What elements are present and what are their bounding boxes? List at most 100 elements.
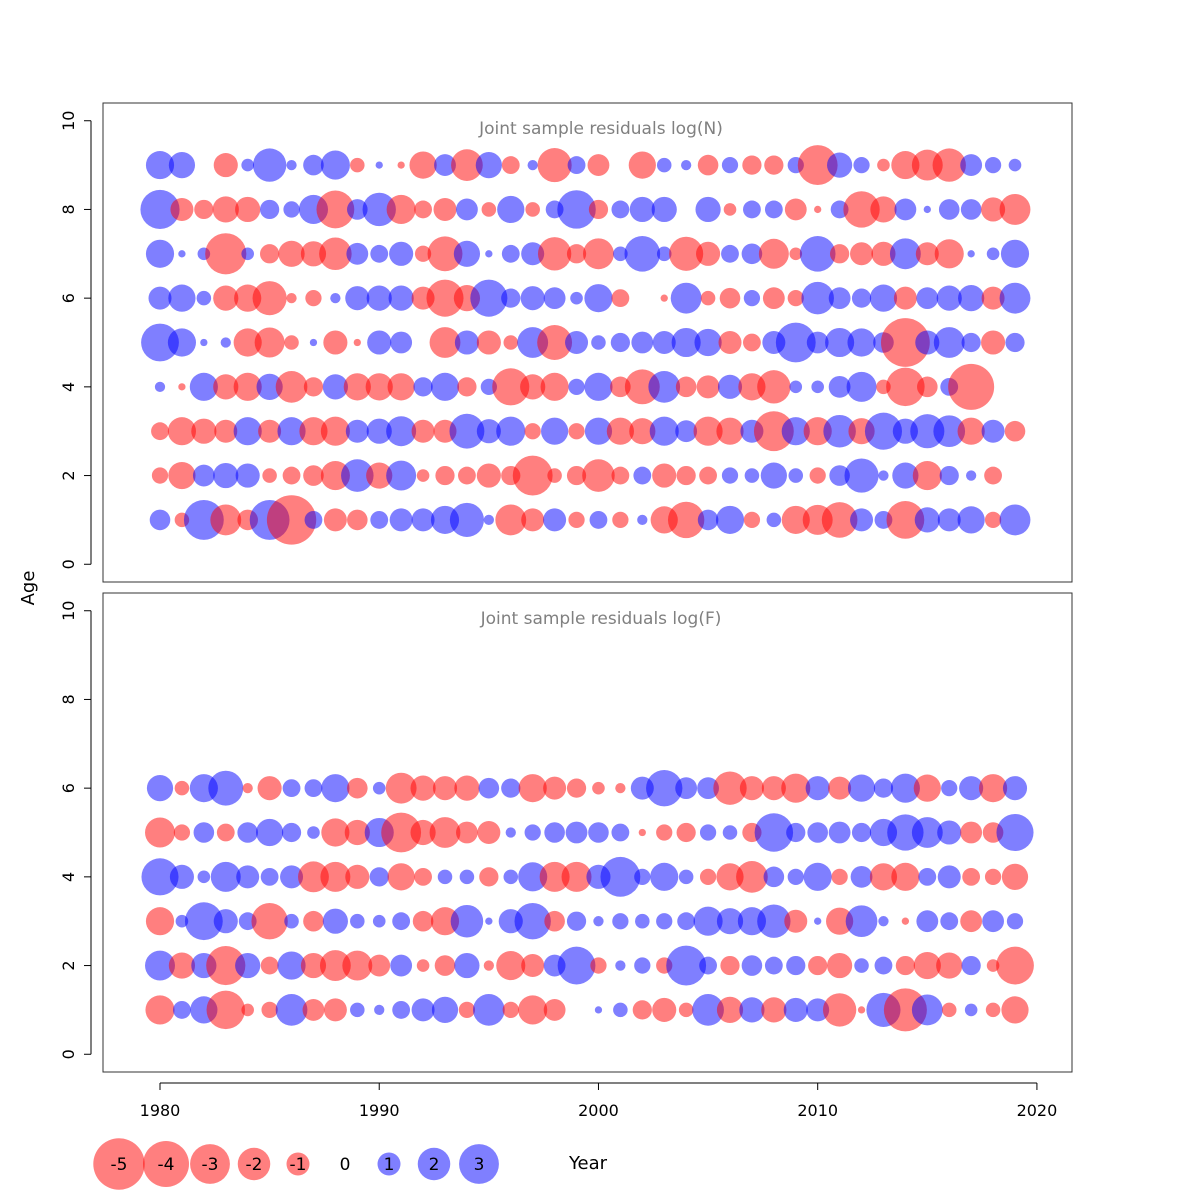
- bubble: [996, 813, 1034, 852]
- bubble: [366, 285, 392, 311]
- bubble: [757, 904, 791, 938]
- bubble: [892, 462, 919, 489]
- bubble: [366, 462, 393, 489]
- y-axis-logN: 0 2 4 6 8 10: [59, 111, 92, 569]
- bubble: [362, 192, 396, 227]
- bubble: [716, 996, 744, 1024]
- bubble: [154, 381, 166, 392]
- bubble: [915, 330, 940, 355]
- bubble: [280, 865, 304, 889]
- legend-bubble: [377, 1152, 401, 1176]
- y-axis-title: Age: [18, 571, 39, 606]
- bubble: [381, 812, 422, 853]
- bubble: [432, 776, 458, 801]
- bubble: [537, 325, 573, 360]
- bubble: [957, 506, 985, 534]
- bubble: [716, 417, 744, 445]
- bubble: [416, 959, 430, 972]
- bubble: [981, 286, 1005, 310]
- bubble: [347, 777, 368, 799]
- bubble: [757, 370, 791, 404]
- bubble: [284, 913, 299, 929]
- bubble: [304, 510, 323, 529]
- bubble: [170, 197, 194, 221]
- bubble: [300, 241, 327, 267]
- bubble: [1000, 239, 1030, 268]
- bubble: [206, 990, 246, 1030]
- bubble: [410, 775, 436, 801]
- bubble: [319, 237, 352, 271]
- bubble: [284, 335, 299, 350]
- bubble: [781, 773, 811, 803]
- bubble: [697, 777, 719, 800]
- bubble: [584, 417, 613, 445]
- bubble: [521, 242, 545, 266]
- bubble: [320, 461, 350, 491]
- bubble: [936, 285, 962, 311]
- bubble: [476, 330, 501, 355]
- bubble: [584, 372, 613, 401]
- bubble: [213, 462, 239, 489]
- y-tick-label: 8: [59, 694, 78, 704]
- bubble: [784, 909, 808, 933]
- bubble: [670, 282, 702, 314]
- bubble: [783, 997, 808, 1022]
- bubble: [501, 778, 521, 798]
- bubble: [343, 373, 371, 401]
- bubble: [454, 952, 480, 979]
- bubble: [932, 148, 966, 182]
- bubble: [917, 376, 938, 398]
- bubble: [286, 159, 297, 171]
- x-axis: 1980 1990 2000 2010 2020: [140, 1082, 1057, 1120]
- bubble: [847, 328, 876, 357]
- bubble: [518, 862, 548, 892]
- x-tick-label: 2000: [578, 1101, 619, 1120]
- bubble: [450, 904, 484, 938]
- bubble: [367, 330, 392, 355]
- bubble: [681, 159, 692, 171]
- bubble: [427, 236, 463, 272]
- bubble: [588, 199, 609, 220]
- bubble: [286, 293, 297, 304]
- bubble: [697, 509, 719, 531]
- bubble: [568, 378, 585, 395]
- bubble: [241, 247, 254, 261]
- bubble: [600, 856, 641, 897]
- bubble: [940, 912, 959, 931]
- bubble: [298, 861, 329, 893]
- bubble: [320, 416, 350, 446]
- bubble: [910, 414, 945, 449]
- bubble: [216, 823, 235, 842]
- bubble: [386, 416, 417, 447]
- bubble: [828, 776, 852, 800]
- bubble: [477, 821, 501, 844]
- bubble: [492, 368, 530, 406]
- bubble: [606, 417, 634, 445]
- bubble: [485, 917, 493, 925]
- bubble: [960, 821, 983, 844]
- bubble: [566, 465, 587, 486]
- bubble: [652, 997, 677, 1022]
- bubble: [869, 284, 898, 312]
- bubble: [933, 415, 966, 448]
- bubble: [411, 998, 435, 1022]
- bubble: [634, 868, 651, 885]
- bubble: [880, 318, 930, 367]
- bubble: [650, 862, 679, 891]
- bubble: [237, 822, 258, 843]
- bubble: [851, 288, 872, 308]
- bubble: [913, 774, 941, 802]
- bubble: [260, 244, 280, 264]
- bubble: [389, 241, 414, 266]
- bubble: [814, 917, 822, 925]
- panel-frame-logN: [102, 102, 1073, 583]
- bubble: [430, 372, 460, 401]
- bubble: [937, 508, 961, 532]
- bubble: [385, 772, 417, 804]
- bubble: [717, 374, 743, 399]
- bubble: [278, 240, 305, 267]
- bubble: [985, 1002, 1001, 1018]
- bubble: [322, 908, 348, 934]
- bubble: [481, 202, 497, 217]
- bubble: [146, 775, 174, 802]
